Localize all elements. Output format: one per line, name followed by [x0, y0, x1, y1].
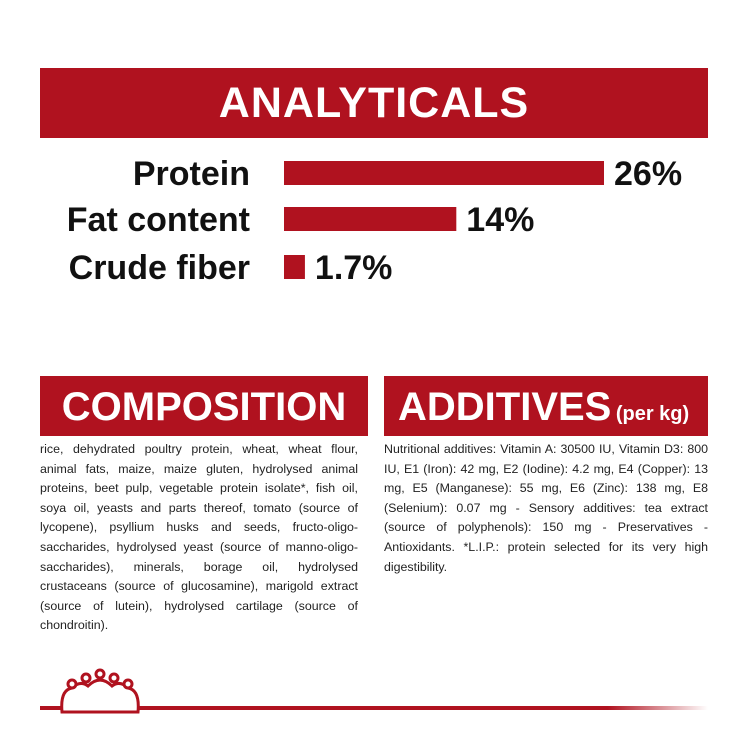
category-label: Crude fiber — [69, 249, 250, 287]
category-label: Fat content — [67, 201, 250, 239]
value-label: 14% — [466, 201, 534, 239]
value-label: 1.7% — [315, 249, 393, 287]
bar — [284, 161, 604, 185]
additives-title: ADDITIVES — [398, 385, 612, 429]
value-label: 26% — [614, 155, 682, 193]
additives-subtitle: (per kg) — [615, 403, 690, 425]
bar — [284, 255, 305, 279]
composition-title: COMPOSITION — [40, 376, 368, 436]
composition-text: rice, dehydrated poultry protein, wheat,… — [40, 442, 358, 633]
bar — [284, 207, 457, 231]
category-label: Protein — [133, 155, 250, 193]
additives-header: ADDITIVES (per kg) — [384, 376, 708, 436]
additives-text: Nutritional additives: Vitamin A: 30500 … — [384, 442, 708, 574]
